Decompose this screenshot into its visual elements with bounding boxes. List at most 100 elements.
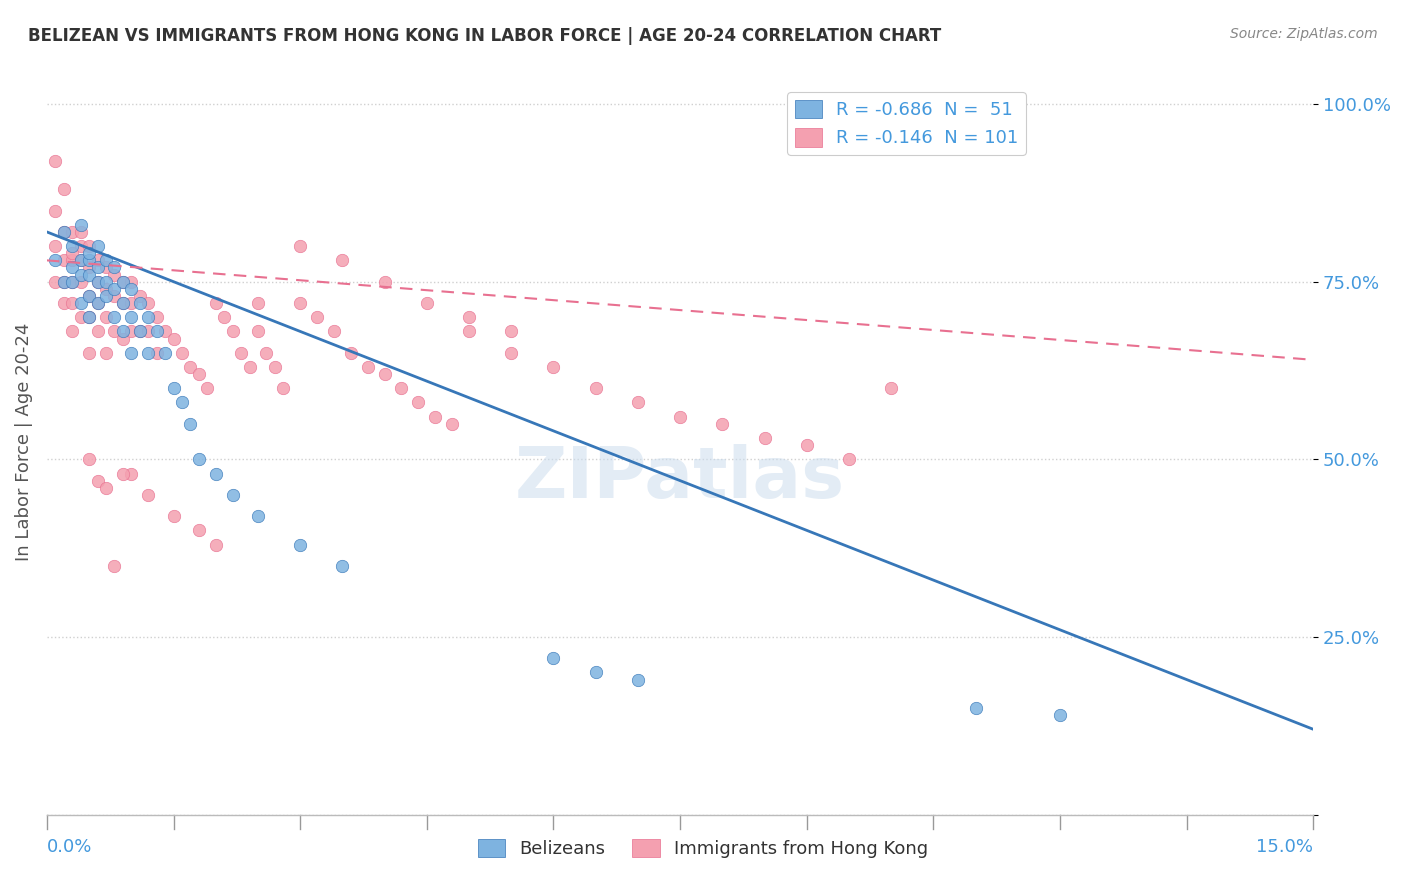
Point xyxy=(305,310,328,325)
Point xyxy=(120,325,142,339)
Point xyxy=(162,332,184,346)
Point xyxy=(111,332,134,346)
Point xyxy=(94,345,117,359)
Point xyxy=(669,409,692,424)
Point xyxy=(204,296,226,310)
Point xyxy=(711,417,734,431)
Point xyxy=(221,325,243,339)
Point xyxy=(94,260,117,275)
Point xyxy=(170,345,193,359)
Point xyxy=(254,345,277,359)
Point xyxy=(86,296,108,310)
Point xyxy=(94,275,117,289)
Point xyxy=(179,359,201,374)
Point xyxy=(627,673,650,687)
Text: Source: ZipAtlas.com: Source: ZipAtlas.com xyxy=(1230,27,1378,41)
Point xyxy=(60,275,83,289)
Point xyxy=(86,296,108,310)
Point xyxy=(77,253,100,268)
Point xyxy=(77,310,100,325)
Point xyxy=(238,359,260,374)
Point xyxy=(170,395,193,409)
Point xyxy=(458,310,481,325)
Point xyxy=(120,282,142,296)
Point xyxy=(288,296,311,310)
Point xyxy=(838,452,860,467)
Point xyxy=(880,381,903,395)
Point xyxy=(103,260,125,275)
Point xyxy=(136,296,159,310)
Point xyxy=(77,289,100,303)
Point xyxy=(69,253,91,268)
Point xyxy=(162,381,184,395)
Point xyxy=(69,296,91,310)
Point xyxy=(86,325,108,339)
Point xyxy=(246,296,269,310)
Point xyxy=(44,153,66,168)
Point xyxy=(103,282,125,296)
Point xyxy=(69,225,91,239)
Y-axis label: In Labor Force | Age 20-24: In Labor Force | Age 20-24 xyxy=(15,322,32,561)
Point xyxy=(221,488,243,502)
Point xyxy=(458,325,481,339)
Point xyxy=(288,239,311,253)
Point xyxy=(543,359,565,374)
Point xyxy=(627,395,650,409)
Point xyxy=(145,310,167,325)
Point xyxy=(120,275,142,289)
Point xyxy=(60,296,83,310)
Legend: R = -0.686  N =  51, R = -0.146  N = 101: R = -0.686 N = 51, R = -0.146 N = 101 xyxy=(787,93,1025,154)
Point xyxy=(77,310,100,325)
Point xyxy=(111,325,134,339)
Point xyxy=(332,253,354,268)
Point xyxy=(94,282,117,296)
Text: BELIZEAN VS IMMIGRANTS FROM HONG KONG IN LABOR FORCE | AGE 20-24 CORRELATION CHA: BELIZEAN VS IMMIGRANTS FROM HONG KONG IN… xyxy=(28,27,942,45)
Point xyxy=(60,246,83,260)
Point xyxy=(246,325,269,339)
Point xyxy=(69,253,91,268)
Point xyxy=(162,509,184,524)
Point xyxy=(340,345,363,359)
Point xyxy=(187,452,209,467)
Point xyxy=(69,218,91,232)
Point xyxy=(103,325,125,339)
Point xyxy=(332,558,354,573)
Point xyxy=(441,417,464,431)
Point xyxy=(52,275,75,289)
Point xyxy=(77,239,100,253)
Point xyxy=(145,345,167,359)
Point xyxy=(120,310,142,325)
Point xyxy=(103,310,125,325)
Point xyxy=(77,289,100,303)
Point xyxy=(77,345,100,359)
Point xyxy=(111,275,134,289)
Point xyxy=(86,253,108,268)
Point xyxy=(585,381,607,395)
Point xyxy=(187,524,209,538)
Point xyxy=(153,345,176,359)
Point xyxy=(754,431,776,445)
Point xyxy=(120,296,142,310)
Point xyxy=(120,345,142,359)
Point xyxy=(212,310,235,325)
Point xyxy=(94,481,117,495)
Point xyxy=(246,509,269,524)
Point xyxy=(204,537,226,551)
Text: ZIPatlas: ZIPatlas xyxy=(515,444,845,513)
Point xyxy=(44,239,66,253)
Point xyxy=(796,438,818,452)
Point xyxy=(60,325,83,339)
Point xyxy=(374,367,396,381)
Point xyxy=(145,325,167,339)
Point xyxy=(391,381,413,395)
Point xyxy=(60,260,83,275)
Point xyxy=(128,289,150,303)
Point xyxy=(263,359,285,374)
Point xyxy=(86,260,108,275)
Point xyxy=(52,182,75,196)
Point xyxy=(585,665,607,680)
Point xyxy=(195,381,218,395)
Point xyxy=(60,225,83,239)
Point xyxy=(357,359,380,374)
Point xyxy=(965,701,987,715)
